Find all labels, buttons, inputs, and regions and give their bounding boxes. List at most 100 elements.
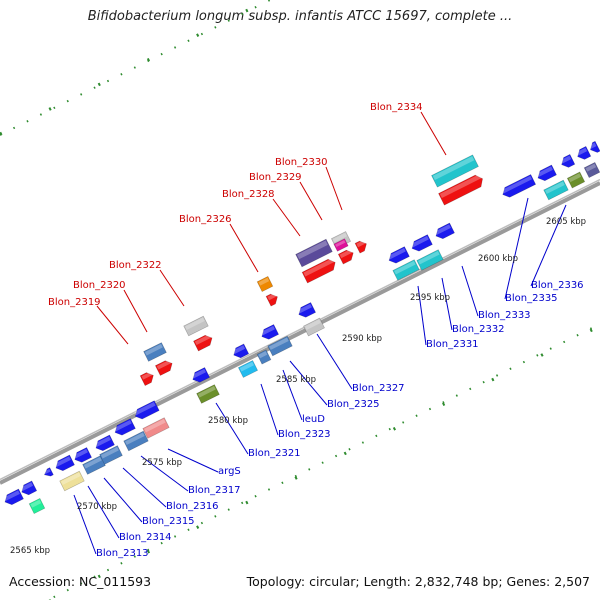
gene-feature-37 — [139, 371, 154, 387]
gene-label-top-leader — [159, 269, 185, 307]
gene-label-top: Blon_2326 — [179, 214, 232, 225]
gene-feature-4-shape — [55, 454, 75, 472]
gene-feature-29 — [536, 164, 557, 182]
gene-feature-39-shine — [185, 317, 205, 330]
gene-feature-29-shine — [536, 166, 553, 177]
gene-feature-40 — [193, 334, 213, 352]
gene-feature-42-shine — [267, 293, 277, 301]
gene-feature-25 — [434, 222, 455, 240]
gene-feature-18 — [256, 349, 272, 365]
genome-backbone — [0, 178, 600, 485]
kbp-label: 2590 kbp — [342, 334, 382, 344]
gene-feature-18-shine — [258, 351, 268, 359]
gene-feature-47-shine — [339, 249, 353, 259]
gene-feature-16-shape — [233, 343, 250, 359]
gene-label-top-leader — [123, 289, 148, 333]
gene-feature-16-shine — [232, 345, 246, 355]
gene-feature-11-shine — [125, 432, 145, 445]
gene-label-bottom: Blon_2316 — [166, 501, 219, 512]
gene-feature-33 — [543, 179, 569, 201]
gene-label-bottom: Blon_2333 — [478, 310, 531, 321]
gene-label-bottom: Blon_2315 — [142, 516, 195, 527]
gene-feature-38 — [154, 359, 173, 376]
gene-feature-8 — [99, 445, 123, 465]
gene-label-bottom: Blon_2336 — [531, 280, 584, 291]
gene-feature-44-shape — [301, 258, 336, 284]
gene-feature-42 — [265, 293, 278, 307]
gene-feature-36-shape — [143, 342, 167, 362]
gene-feature-3-shape — [43, 467, 54, 477]
gene-feature-28-shine — [501, 175, 533, 194]
gene-feature-9-shape — [95, 434, 115, 452]
gene-feature-13-shine — [144, 419, 166, 433]
gene-feature-36-shine — [144, 343, 163, 356]
gene-feature-47-shape — [337, 249, 354, 265]
gene-feature-0 — [3, 488, 24, 506]
gene-label-bottom-leader — [73, 494, 97, 555]
gene-feature-39 — [183, 315, 209, 337]
gene-feature-23-shape — [388, 246, 410, 264]
kbp-label: 2585 kbp — [276, 375, 316, 385]
gene-feature-7-shape — [82, 455, 106, 475]
gene-feature-43 — [295, 238, 333, 268]
gene-feature-26-shine — [394, 261, 416, 275]
gene-feature-46 — [333, 238, 349, 252]
tick-track-upper-major — [0, 0, 272, 136]
topology-text: Topology: circular; Length: 2,832,748 bp… — [246, 574, 590, 589]
gene-feature-46-shape — [333, 238, 349, 252]
gene-label-bottom: Blon_2321 — [248, 448, 301, 459]
gene-feature-46-shine — [335, 240, 346, 248]
gene-feature-30 — [560, 153, 576, 168]
gene-feature-5-shape — [74, 447, 93, 463]
gene-label-bottom: leuD — [302, 414, 325, 425]
gene-feature-11 — [123, 430, 149, 452]
gene-feature-45-shine — [332, 232, 347, 243]
gene-feature-23-shine — [387, 247, 406, 260]
gene-feature-9 — [94, 434, 115, 452]
gene-feature-50-shape — [438, 174, 483, 206]
kbp-label: 2580 kbp — [208, 416, 248, 426]
gene-feature-1-shine — [20, 482, 34, 492]
gene-feature-20 — [267, 335, 293, 357]
gene-feature-13 — [142, 417, 170, 439]
gene-label-bottom-leader — [122, 467, 167, 508]
gene-feature-31-shape — [577, 145, 592, 160]
gene-label-bottom: Blon_2314 — [119, 532, 172, 543]
gene-label-bottom-leader — [260, 383, 279, 436]
gene-feature-41-shine — [258, 277, 270, 286]
gene-label-top: Blon_2322 — [109, 260, 162, 271]
gene-feature-35-shine — [585, 163, 597, 172]
accession-text: Accession: NC_011593 — [9, 574, 152, 589]
gene-feature-12 — [134, 400, 160, 420]
gene-feature-22-shape — [303, 317, 325, 337]
gene-label-bottom: Blon_2331 — [426, 339, 479, 350]
gene-feature-22 — [303, 317, 325, 337]
kbp-tick-labels: 2565 kbp 2570 kbp 2575 kbp 2580 kbp 2585 kbp… — [10, 217, 586, 556]
gene-feature-37-shape — [139, 372, 154, 387]
gene-feature-11-shape — [123, 430, 149, 452]
gene-feature-40-shine — [194, 334, 211, 345]
gene-feature-30-shape — [561, 153, 576, 168]
gene-feature-4 — [54, 454, 75, 472]
gene-feature-43-shine — [297, 240, 328, 260]
gene-feature-10-shine — [113, 419, 132, 432]
gene-feature-24-shine — [410, 235, 429, 248]
gene-feature-19-shine — [260, 325, 275, 336]
gene-feature-4-shine — [54, 456, 71, 467]
gene-feature-20-shine — [269, 337, 289, 350]
kbp-label: 2595 kbp — [410, 293, 450, 303]
gene-feature-3-shine — [43, 468, 51, 475]
gene-feature-42-shape — [265, 293, 278, 307]
gene-feature-17 — [237, 360, 259, 378]
gene-label-bottom-leader — [504, 197, 529, 300]
gene-feature-2-shape — [28, 497, 46, 515]
gene-feature-33-shape — [543, 179, 569, 201]
gene-label-top: Blon_2329 — [249, 172, 302, 183]
gene-labels: Blon_2319 Blon_2320 Blon_2322 Blon_2326 Blon… — [48, 102, 584, 559]
kbp-label: 2600 kbp — [478, 254, 518, 264]
gene-feature-14-shine — [191, 368, 206, 379]
gene-feature-38-shape — [154, 360, 173, 376]
gene-feature-15-shape — [196, 384, 220, 404]
gene-feature-50 — [438, 174, 483, 206]
gene-feature-49-shine — [432, 156, 475, 180]
